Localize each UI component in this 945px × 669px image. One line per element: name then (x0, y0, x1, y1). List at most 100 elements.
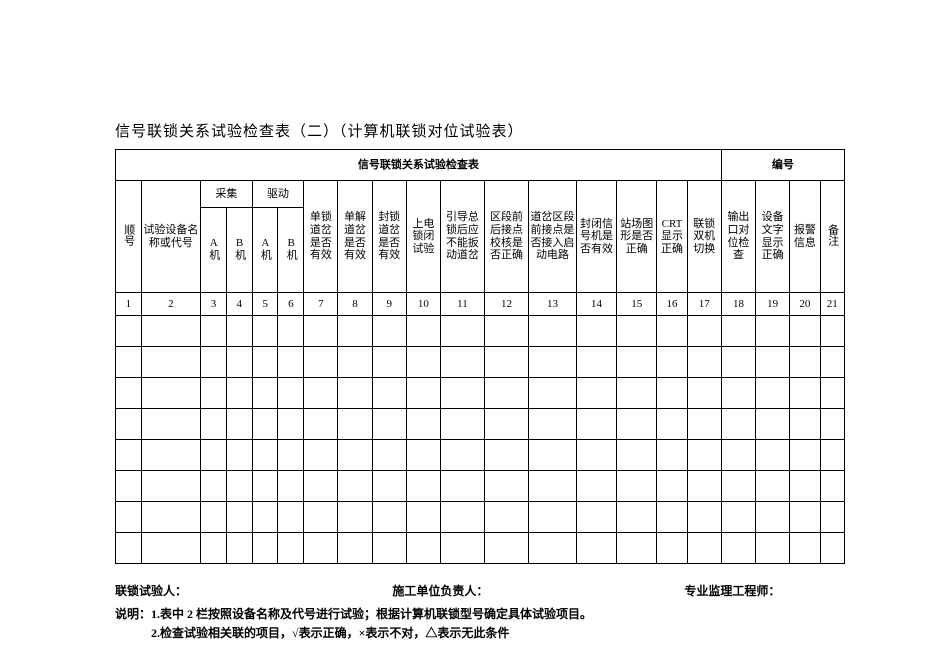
data-cell (338, 409, 372, 440)
data-cell (116, 533, 142, 564)
data-cell (201, 347, 227, 378)
data-cell (116, 409, 142, 440)
hdr-col17: 联锁双机切换 (687, 181, 721, 293)
data-cell (576, 316, 616, 347)
data-cell (657, 347, 687, 378)
hdr-grp-cj: 采集 (201, 181, 253, 208)
data-cell (304, 440, 338, 471)
data-cell (756, 378, 790, 409)
hdr-col19: 设备文字显示正确 (756, 181, 790, 293)
table-row (116, 347, 845, 378)
hdr-col12: 区段前后接点校核是否正确 (484, 181, 528, 293)
data-cell (338, 378, 372, 409)
data-cell (820, 440, 844, 471)
data-cell (721, 347, 755, 378)
data-cell (141, 471, 200, 502)
data-cell (820, 502, 844, 533)
data-cell (657, 316, 687, 347)
data-cell (201, 471, 227, 502)
data-cell (790, 502, 820, 533)
data-cell (226, 347, 252, 378)
data-cell (657, 378, 687, 409)
data-cell (226, 409, 252, 440)
col-number-cell: 2 (141, 293, 200, 316)
data-cell (687, 502, 721, 533)
data-cell (406, 533, 440, 564)
data-cell (304, 347, 338, 378)
data-cell (278, 533, 304, 564)
data-cell (484, 440, 528, 471)
data-cell (790, 471, 820, 502)
data-cell (617, 440, 657, 471)
data-cell (226, 316, 252, 347)
data-cell (721, 440, 755, 471)
data-cell (440, 316, 484, 347)
data-cell (406, 471, 440, 502)
hdr-col9: 封锁道岔是否有效 (372, 181, 406, 293)
header-row-1: 顺号 试验设备名称或代号 采集 驱动 单锁道岔是否有效 单解道岔是否有效 封锁道… (116, 181, 845, 208)
data-cell (576, 440, 616, 471)
data-cell (576, 347, 616, 378)
data-cell (756, 471, 790, 502)
hdr-col8: 单解道岔是否有效 (338, 181, 372, 293)
data-cell (116, 502, 142, 533)
data-cell (617, 533, 657, 564)
data-cell (440, 378, 484, 409)
hdr-col2: 试验设备名称或代号 (141, 181, 200, 293)
data-cell (304, 378, 338, 409)
data-cell (141, 409, 200, 440)
col-number-cell: 19 (756, 293, 790, 316)
data-cell (440, 347, 484, 378)
data-cell (278, 347, 304, 378)
data-cell (226, 502, 252, 533)
data-cell (226, 378, 252, 409)
data-cell (617, 378, 657, 409)
data-cell (372, 502, 406, 533)
data-cell (252, 409, 278, 440)
serial-number-cell: 编号 (721, 150, 844, 181)
data-cell (141, 378, 200, 409)
data-cell (529, 502, 577, 533)
data-cell (278, 471, 304, 502)
data-cell (484, 347, 528, 378)
data-cell (756, 347, 790, 378)
data-cell (484, 471, 528, 502)
hdr-col15: 站场图形是否正确 (617, 181, 657, 293)
data-cell (790, 409, 820, 440)
data-cell (529, 471, 577, 502)
data-cell (141, 533, 200, 564)
data-cell (338, 440, 372, 471)
data-cell (141, 502, 200, 533)
data-cell (141, 316, 200, 347)
data-cell (657, 440, 687, 471)
data-cell (372, 347, 406, 378)
data-cell (756, 409, 790, 440)
data-cell (252, 471, 278, 502)
data-cell (278, 440, 304, 471)
data-cell (406, 347, 440, 378)
data-cell (756, 440, 790, 471)
data-cell (617, 316, 657, 347)
data-cell (617, 502, 657, 533)
data-cell (687, 378, 721, 409)
page: 信号联锁关系试验检查表（二）（计算机联锁对位试验表） 信号联锁关系试验检查表 编… (0, 0, 945, 643)
data-cell (116, 471, 142, 502)
data-cell (484, 533, 528, 564)
data-cell (529, 347, 577, 378)
hdr-qd-b: B机 (278, 208, 304, 293)
data-cell (406, 440, 440, 471)
data-cell (687, 409, 721, 440)
data-cell (201, 409, 227, 440)
data-cell (721, 378, 755, 409)
hdr-col13: 道岔区段前接点是否接入启动电路 (529, 181, 577, 293)
sig-supervisor: 专业监理工程师： (684, 582, 845, 599)
data-cell (338, 316, 372, 347)
data-cell (304, 471, 338, 502)
table-row (116, 502, 845, 533)
data-cell (687, 533, 721, 564)
data-cell (657, 533, 687, 564)
data-cell (372, 409, 406, 440)
col-number-cell: 13 (529, 293, 577, 316)
data-cell (304, 409, 338, 440)
note-line-1: 说明：1.表中 2 栏按照设备名称及代号进行试验；根据计算机联锁型号确定具体试验… (115, 605, 845, 624)
